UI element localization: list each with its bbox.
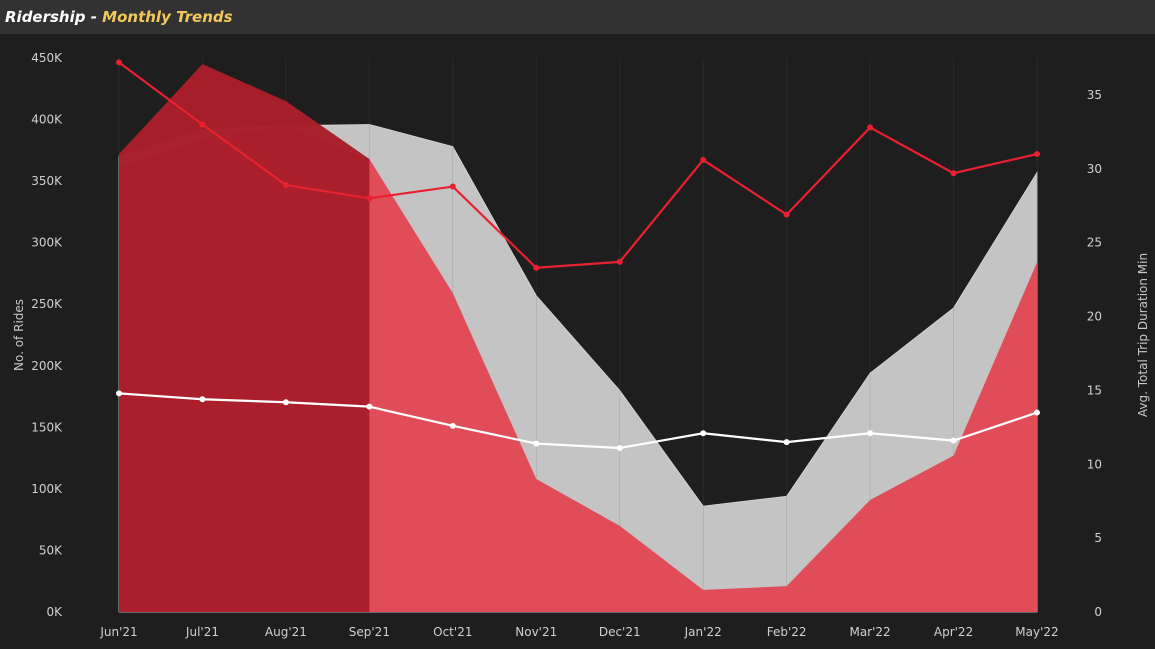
y-tick-label: 400K xyxy=(31,113,63,127)
line-point[interactable] xyxy=(783,439,790,446)
header-bar: Ridership - Monthly Trends xyxy=(0,0,1155,34)
line-point[interactable] xyxy=(199,121,206,128)
line-point[interactable] xyxy=(199,396,206,403)
x-tick-label: May'22 xyxy=(1015,625,1058,639)
y-tick-label: 150K xyxy=(31,420,63,434)
line-point[interactable] xyxy=(282,399,289,406)
x-tick-label: Jun'21 xyxy=(99,625,137,639)
y2-tick-label: 15 xyxy=(1087,383,1102,397)
line-point[interactable] xyxy=(616,258,623,265)
title-separator: - xyxy=(85,8,103,26)
chart-title: Ridership - Monthly Trends xyxy=(5,8,233,26)
x-tick-label: Nov'21 xyxy=(515,625,557,639)
line-point[interactable] xyxy=(366,403,373,410)
line-point[interactable] xyxy=(783,211,790,218)
title-main: Ridership xyxy=(5,8,86,26)
y-axis-title: No. of Rides xyxy=(12,299,26,371)
y2-tick-label: 0 xyxy=(1094,605,1102,619)
line-point[interactable] xyxy=(1034,151,1040,158)
x-tick-label: Sep'21 xyxy=(349,625,390,639)
line-point[interactable] xyxy=(116,390,122,397)
x-tick-label: Feb'22 xyxy=(767,625,807,639)
line-point[interactable] xyxy=(533,440,540,447)
y2-axis-title: Avg. Total Trip Duration Min xyxy=(1136,253,1150,417)
line-point[interactable] xyxy=(867,124,874,131)
line-point[interactable] xyxy=(366,195,373,202)
line-point[interactable] xyxy=(533,264,540,271)
line-member-avg-trip-duration xyxy=(118,392,1038,450)
y-tick-label: 50K xyxy=(39,543,63,557)
y2-tick-label: 5 xyxy=(1094,531,1102,545)
title-subtitle: Monthly Trends xyxy=(102,8,233,26)
line-point[interactable] xyxy=(950,437,957,444)
y2-tick-label: 35 xyxy=(1087,88,1102,102)
y-tick-label: 350K xyxy=(31,174,63,188)
y2-tick-label: 25 xyxy=(1087,236,1102,250)
y-tick-label: 0K xyxy=(46,605,63,619)
y2-tick-label: 10 xyxy=(1087,457,1102,471)
y-tick-label: 100K xyxy=(31,482,63,496)
line-point[interactable] xyxy=(867,430,874,437)
y-tick-label: 250K xyxy=(31,297,63,311)
line-point[interactable] xyxy=(616,445,623,452)
y-tick-label: 200K xyxy=(31,359,63,373)
x-tick-label: Jan'22 xyxy=(684,625,722,639)
x-tick-label: Oct'21 xyxy=(433,625,472,639)
line-point[interactable] xyxy=(282,182,289,189)
line-point[interactable] xyxy=(1034,409,1040,416)
line-casual-avg-trip-duration xyxy=(118,61,1038,269)
ridership-chart: 0K 50K 100K 150K 200K 250K 300K 350K 400K 450K 0 5 1… xyxy=(12,51,1150,639)
line-point[interactable] xyxy=(449,422,456,429)
line-point[interactable] xyxy=(449,183,456,190)
axes: 0K 50K 100K 150K 200K 250K 300K 350K 400K 450K 0 5 1… xyxy=(12,51,1150,639)
y-tick-label: 450K xyxy=(31,51,63,65)
line-point[interactable] xyxy=(700,430,707,437)
x-tick-label: Jul'21 xyxy=(185,625,219,639)
area-casual-rides-above-member- xyxy=(119,64,370,612)
x-tick-label: Mar'22 xyxy=(849,625,890,639)
y2-tick-label: 20 xyxy=(1087,310,1102,324)
y-tick-label: 300K xyxy=(31,236,63,250)
x-tick-label: Apr'22 xyxy=(934,625,973,639)
y2-tick-label: 30 xyxy=(1087,162,1102,176)
line-series xyxy=(116,59,1040,452)
line-point[interactable] xyxy=(116,59,122,66)
line-point[interactable] xyxy=(700,156,707,163)
line-point[interactable] xyxy=(950,170,957,177)
x-tick-label: Dec'21 xyxy=(599,625,641,639)
x-tick-label: Aug'21 xyxy=(265,625,307,639)
area-series xyxy=(118,64,1038,613)
